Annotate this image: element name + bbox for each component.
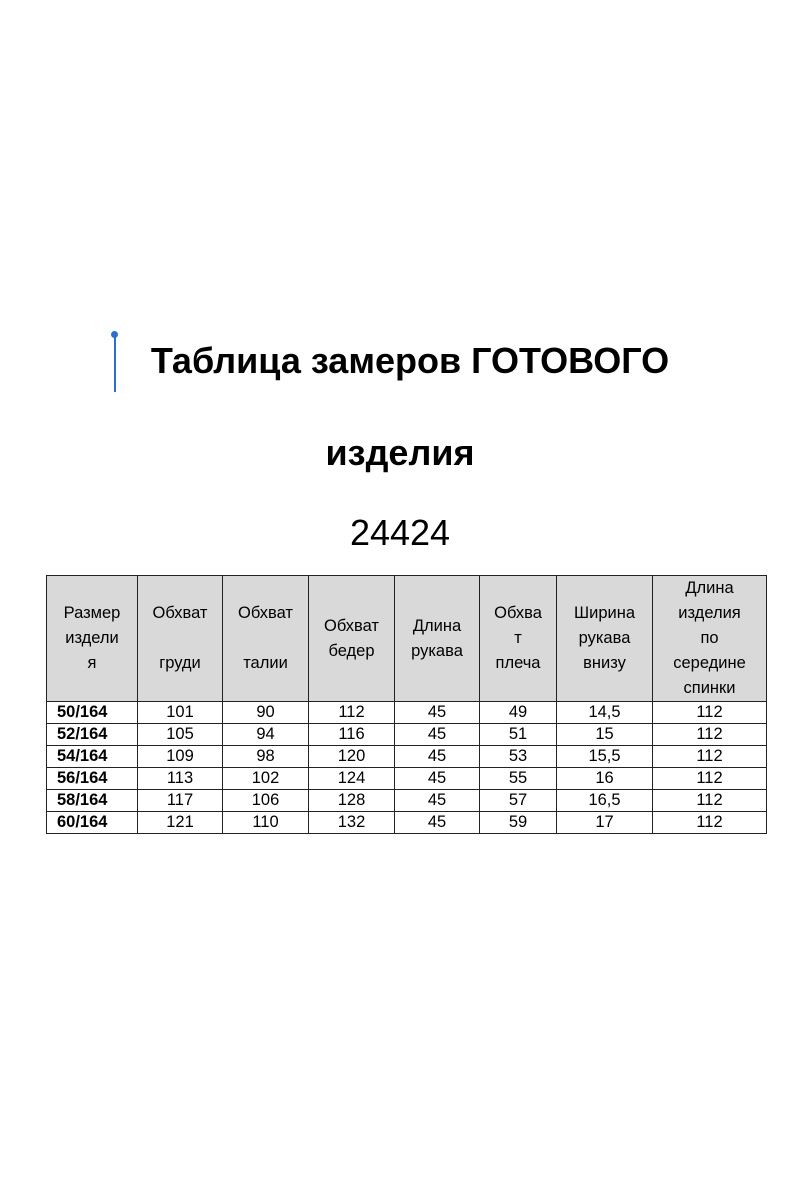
column-header: Обхват груди — [137, 575, 223, 702]
value-cell: 109 — [137, 745, 223, 768]
value-cell: 112 — [308, 701, 395, 724]
value-cell: 117 — [137, 789, 223, 812]
value-cell: 124 — [308, 767, 395, 790]
table-row: 54/164 109 98 120 45 53 15,5 112 — [46, 745, 767, 768]
column-header: Длина изделия по середине спинки — [652, 575, 767, 702]
value-cell: 16,5 — [556, 789, 653, 812]
column-header: Размер издели я — [46, 575, 138, 702]
value-cell: 15 — [556, 723, 653, 746]
model-code: 24424 — [349, 512, 451, 553]
value-cell: 112 — [652, 723, 767, 746]
value-cell: 110 — [222, 811, 309, 834]
table-row: 56/164 113 102 124 45 55 16 112 — [46, 767, 767, 790]
value-cell: 15,5 — [556, 745, 653, 768]
value-cell: 128 — [308, 789, 395, 812]
column-header: Обхва т плеча — [479, 575, 557, 702]
value-cell: 112 — [652, 701, 767, 724]
size-cell: 60/164 — [46, 811, 138, 834]
value-cell: 112 — [652, 767, 767, 790]
column-header: Ширина рукава внизу — [556, 575, 653, 702]
value-cell: 90 — [222, 701, 309, 724]
value-cell: 45 — [394, 723, 480, 746]
value-cell: 45 — [394, 811, 480, 834]
table-row: 58/164 117 106 128 45 57 16,5 112 — [46, 789, 767, 812]
size-cell: 58/164 — [46, 789, 138, 812]
table-row: 60/164 121 110 132 45 59 17 112 — [46, 811, 767, 834]
value-cell: 120 — [308, 745, 395, 768]
column-header: Длина рукава — [394, 575, 480, 702]
value-cell: 45 — [394, 745, 480, 768]
value-cell: 94 — [222, 723, 309, 746]
size-cell: 56/164 — [46, 767, 138, 790]
value-cell: 17 — [556, 811, 653, 834]
column-header: Обхват талии — [222, 575, 309, 702]
value-cell: 55 — [479, 767, 557, 790]
value-cell: 45 — [394, 767, 480, 790]
value-cell: 113 — [137, 767, 223, 790]
header-row: Размер издели я Обхват груди Обхват талии О… — [46, 575, 767, 702]
title-line-2: изделия — [325, 432, 475, 473]
value-cell: 132 — [308, 811, 395, 834]
value-cell: 105 — [137, 723, 223, 746]
value-cell: 53 — [479, 745, 557, 768]
value-cell: 14,5 — [556, 701, 653, 724]
value-cell: 121 — [137, 811, 223, 834]
value-cell: 98 — [222, 745, 309, 768]
size-cell: 54/164 — [46, 745, 138, 768]
size-cell: 50/164 — [46, 701, 138, 724]
value-cell: 45 — [394, 789, 480, 812]
size-table: Размер издели я Обхват груди Обхват талии О… — [46, 575, 767, 834]
value-cell: 45 — [394, 701, 480, 724]
value-cell: 59 — [479, 811, 557, 834]
value-cell: 102 — [222, 767, 309, 790]
value-cell: 112 — [652, 811, 767, 834]
value-cell: 51 — [479, 723, 557, 746]
title-line-1: Таблица замеров ГОТОВОГО — [150, 340, 670, 381]
table-row: 50/164 101 90 112 45 49 14,5 112 — [46, 701, 767, 724]
value-cell: 57 — [479, 789, 557, 812]
value-cell: 49 — [479, 701, 557, 724]
table-row: 52/164 105 94 116 45 51 15 112 — [46, 723, 767, 746]
value-cell: 101 — [137, 701, 223, 724]
value-cell: 116 — [308, 723, 395, 746]
value-cell: 16 — [556, 767, 653, 790]
text-cursor — [111, 331, 118, 392]
value-cell: 112 — [652, 745, 767, 768]
value-cell: 106 — [222, 789, 309, 812]
value-cell: 112 — [652, 789, 767, 812]
size-cell: 52/164 — [46, 723, 138, 746]
column-header: Обхват бедер — [308, 575, 395, 702]
